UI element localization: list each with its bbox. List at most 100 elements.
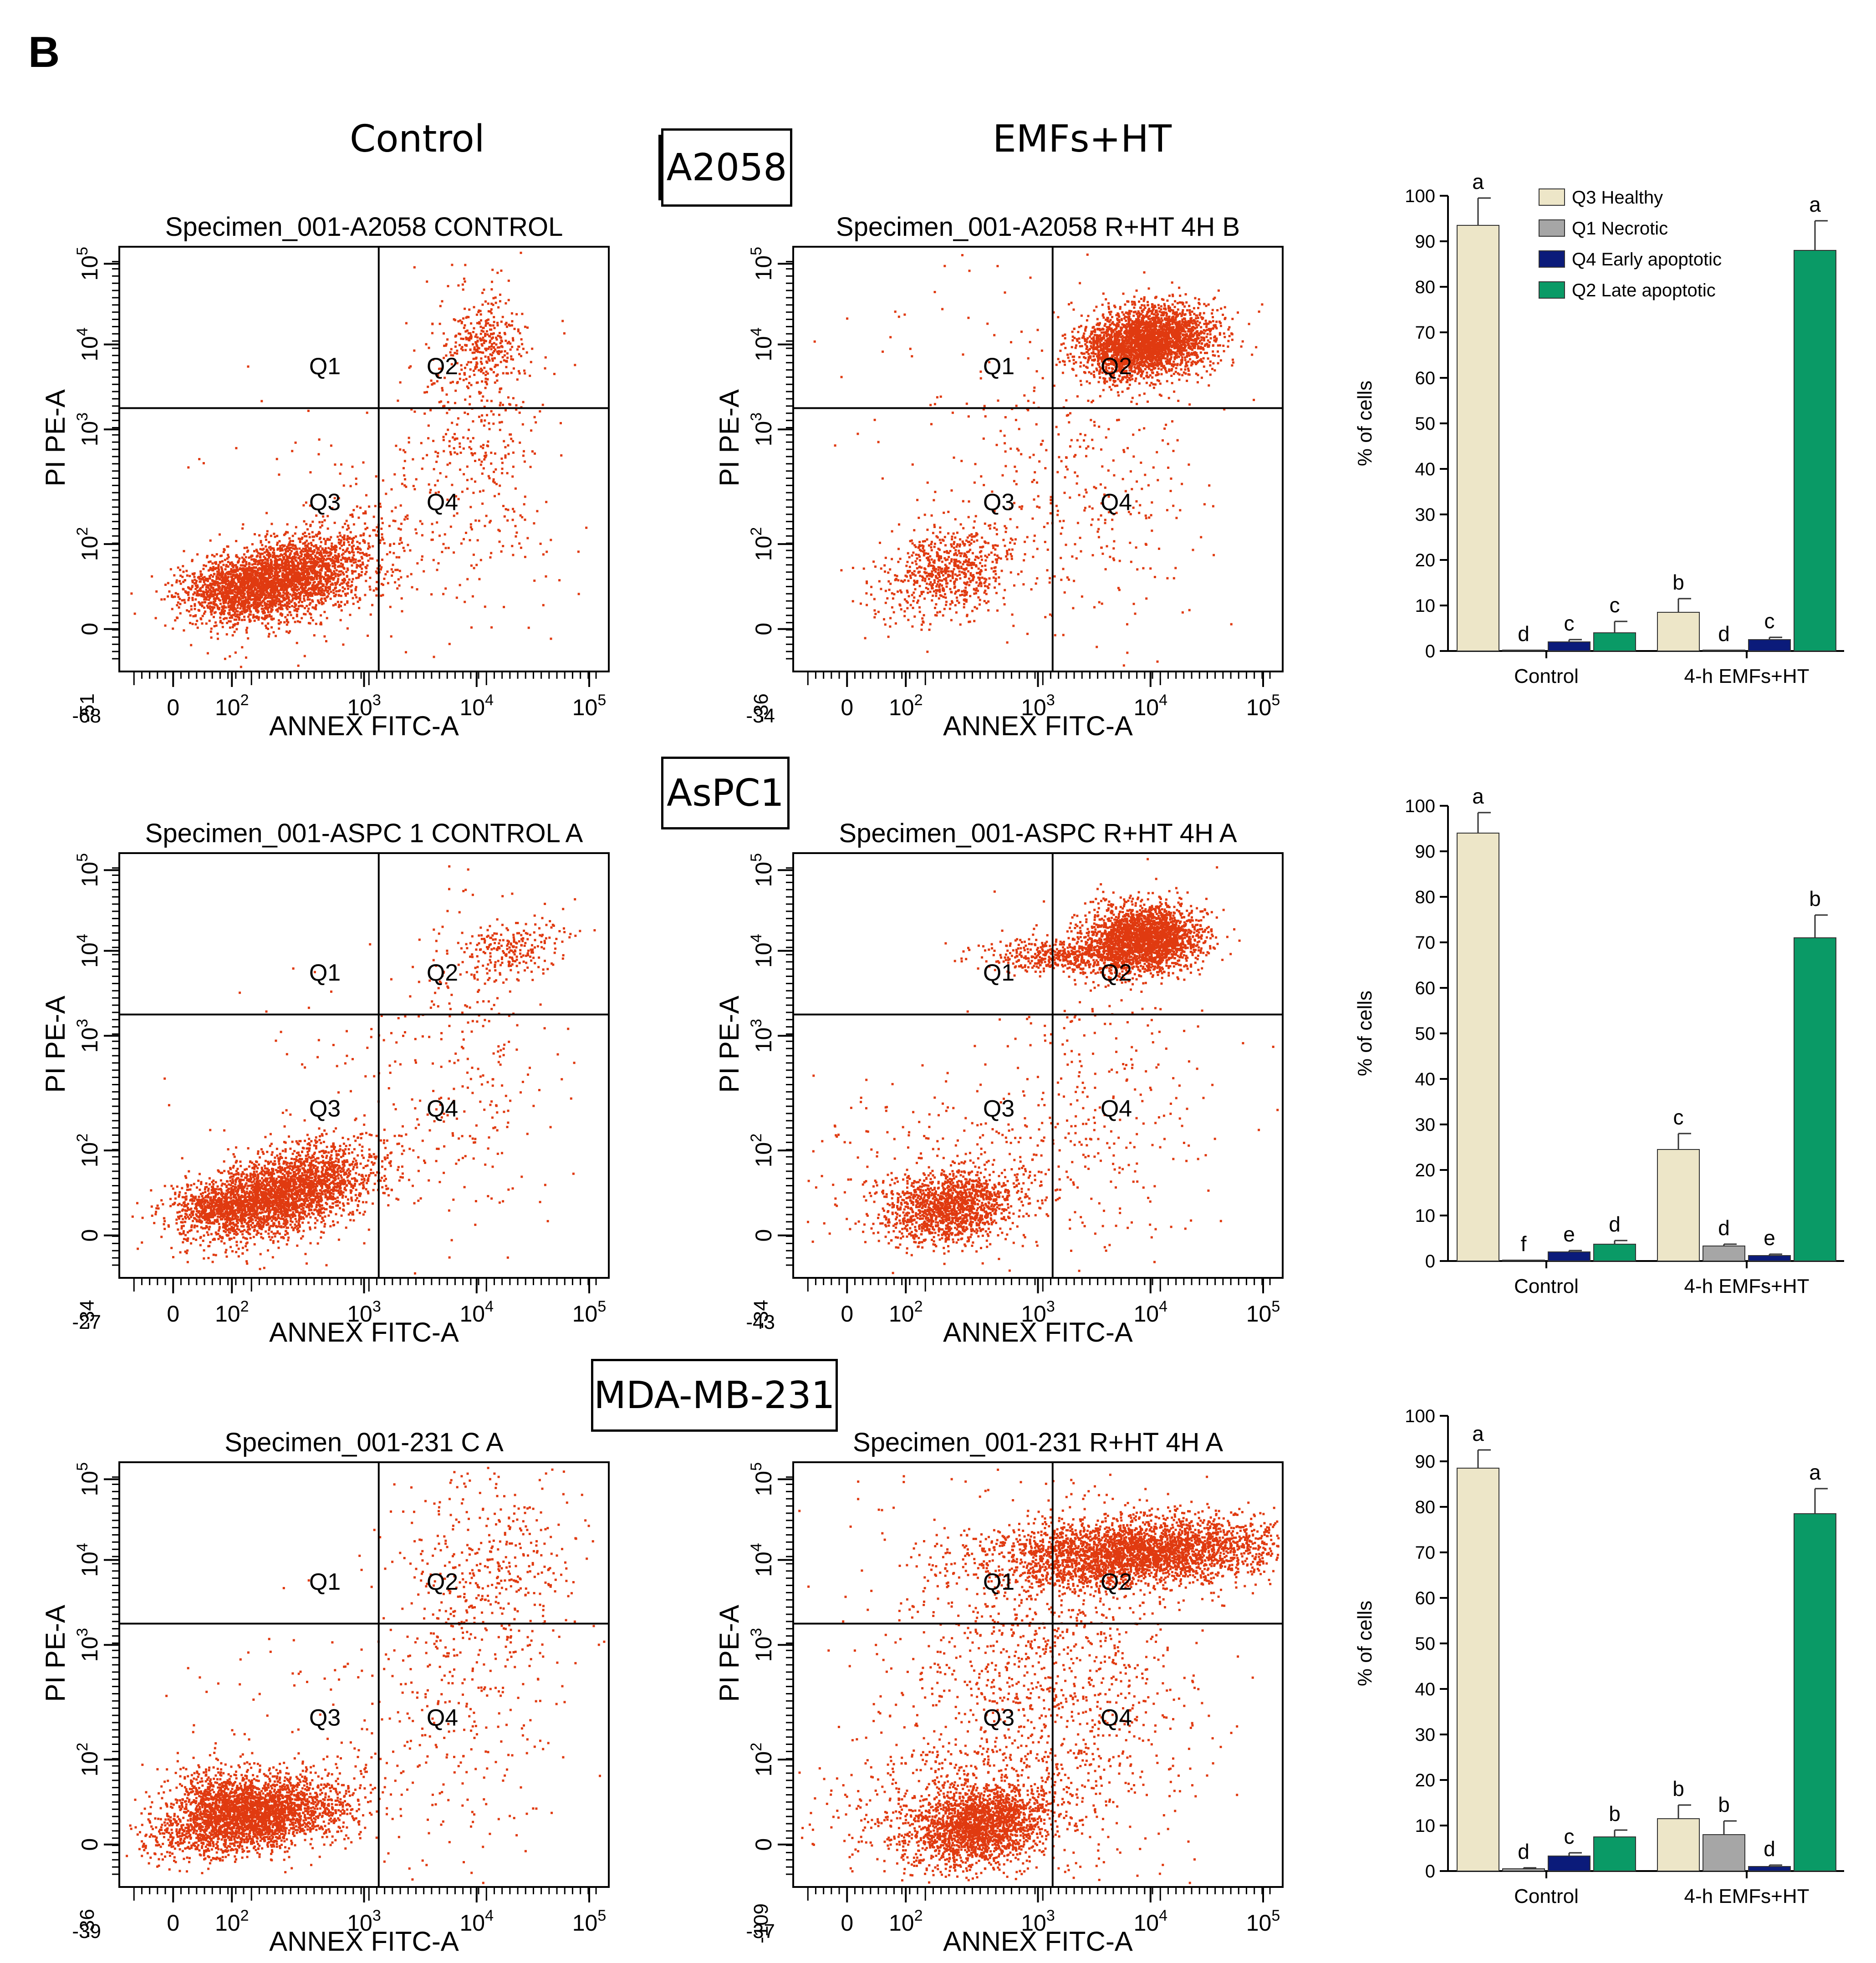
event-dot [257,587,260,590]
event-dot [510,358,513,361]
event-dot [302,568,305,571]
event-dot [202,595,205,598]
event-dot [432,559,435,561]
event-dot [272,595,275,597]
event-dot [369,588,372,591]
event-dot [299,620,301,623]
event-dot [1177,343,1180,346]
event-dot [490,400,493,402]
event-dot [454,345,457,348]
event-dot [327,590,330,592]
event-dot [429,488,432,491]
event-dot [214,597,217,600]
event-dot [367,635,369,637]
x-tick-label: 104 [459,692,494,720]
event-dot [332,578,335,581]
event-dot [492,422,495,425]
event-dot [336,535,339,538]
event-dot [250,558,253,561]
event-dot [295,585,297,587]
event-dot [442,436,445,438]
event-dot [283,589,285,592]
event-dot [233,580,235,583]
event-dot [243,607,246,610]
event-dot [255,607,258,610]
event-dot [481,472,484,475]
event-dot [396,569,399,571]
event-dot [154,617,157,620]
event-dot [215,597,218,600]
event-dot [265,512,268,514]
event-dot [507,453,510,455]
event-dot [318,602,321,605]
event-dot [328,568,331,570]
event-dot [294,568,297,570]
event-dot [504,350,506,353]
event-dot [455,495,457,498]
event-dot [358,575,361,577]
event-dot [309,622,311,625]
event-dot [467,316,470,319]
event-dot [276,610,279,613]
event-dot [263,618,266,620]
event-dot [1208,341,1211,344]
event-dot [235,566,238,569]
event-dot [291,570,294,572]
event-dot [225,590,227,593]
event-dot [176,604,178,606]
event-dot [272,575,275,577]
event-dot [263,587,266,590]
event-dot [445,433,447,436]
event-dot [329,586,331,588]
event-dot [265,616,268,619]
event-dot [483,288,485,291]
event-dot [294,573,296,575]
event-dot [306,561,309,564]
event-dot [351,513,353,516]
event-dot [322,583,325,586]
event-dot [214,584,216,586]
event-dot [1144,315,1147,318]
event-dot [262,559,265,561]
event-dot [344,550,347,553]
event-dot [231,571,234,574]
event-dot [199,580,201,583]
event-dot [310,588,312,590]
event-dot [345,594,347,597]
event-dot [266,596,269,599]
event-dot [194,605,196,607]
event-dot [460,337,463,340]
event-dot [271,589,274,591]
event-dot [1165,313,1168,315]
event-dot [210,595,213,598]
event-dot [1184,293,1187,295]
event-dot [481,303,484,306]
event-dot [261,576,264,579]
event-dot [321,564,324,566]
event-dot [284,604,286,607]
event-dot [529,466,532,468]
event-dot [277,603,280,606]
event-dot [321,591,323,594]
event-dot [1083,332,1086,335]
event-dot [459,333,461,336]
event-dot [289,540,292,542]
event-dot [339,541,342,544]
event-dot [232,610,235,612]
event-dot [426,454,428,457]
event-dot [202,590,204,593]
event-dot [441,389,444,392]
event-dot [329,548,332,550]
event-dot [278,473,280,476]
event-dot [1090,342,1093,345]
event-dot [460,364,463,366]
event-dot [284,616,287,619]
event-dot [496,364,499,366]
event-dot [281,613,284,616]
event-dot [323,610,326,613]
event-dot [410,573,413,575]
event-dot [394,569,397,571]
event-dot [151,575,153,578]
event-dot [398,556,401,559]
event-dot [340,562,342,565]
